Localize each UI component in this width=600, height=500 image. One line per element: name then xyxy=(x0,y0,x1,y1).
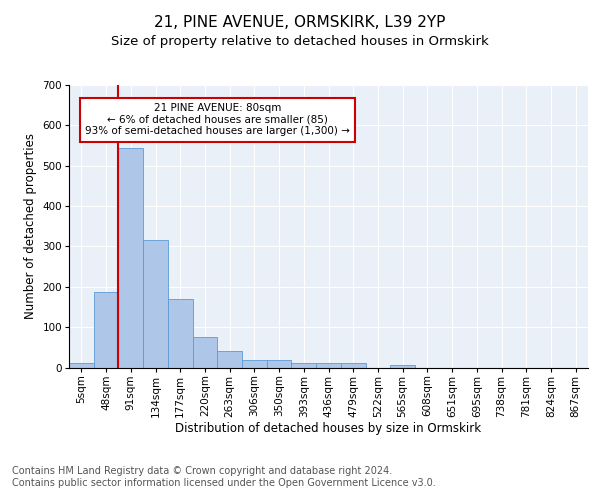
Bar xyxy=(390,365,415,368)
Bar xyxy=(143,240,168,368)
Bar xyxy=(341,362,365,368)
Bar xyxy=(292,362,316,368)
Bar xyxy=(118,148,143,368)
Text: 21, PINE AVENUE, ORMSKIRK, L39 2YP: 21, PINE AVENUE, ORMSKIRK, L39 2YP xyxy=(154,15,446,30)
Text: 21 PINE AVENUE: 80sqm
← 6% of detached houses are smaller (85)
93% of semi-detac: 21 PINE AVENUE: 80sqm ← 6% of detached h… xyxy=(85,103,350,136)
Text: Size of property relative to detached houses in Ormskirk: Size of property relative to detached ho… xyxy=(111,34,489,48)
Bar xyxy=(242,360,267,368)
Bar xyxy=(168,299,193,368)
Text: Contains HM Land Registry data © Crown copyright and database right 2024.
Contai: Contains HM Land Registry data © Crown c… xyxy=(12,466,436,487)
Y-axis label: Number of detached properties: Number of detached properties xyxy=(24,133,37,320)
Bar xyxy=(193,337,217,368)
Bar xyxy=(217,352,242,368)
Bar xyxy=(267,360,292,368)
Bar xyxy=(69,364,94,368)
Bar xyxy=(94,292,118,368)
X-axis label: Distribution of detached houses by size in Ormskirk: Distribution of detached houses by size … xyxy=(175,422,482,435)
Bar xyxy=(316,362,341,368)
